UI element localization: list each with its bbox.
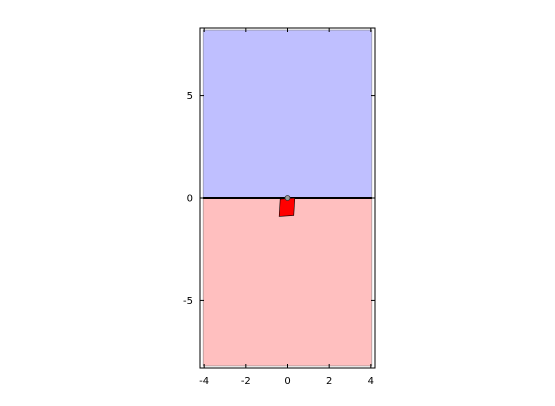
x-tick-label: 2 — [326, 376, 332, 387]
x-tick-label: 0 — [284, 376, 290, 387]
pivot-marker — [284, 195, 291, 201]
region-lower — [202, 197, 373, 367]
region-upper — [202, 29, 373, 199]
x-tick-label: 4 — [368, 376, 374, 387]
x-tick-label: -2 — [241, 376, 251, 387]
y-tick-label: 0 — [187, 194, 193, 205]
y-tick-label: 5 — [187, 91, 193, 102]
y-tick-label: -5 — [183, 296, 193, 307]
x-tick-label: -4 — [199, 376, 209, 387]
